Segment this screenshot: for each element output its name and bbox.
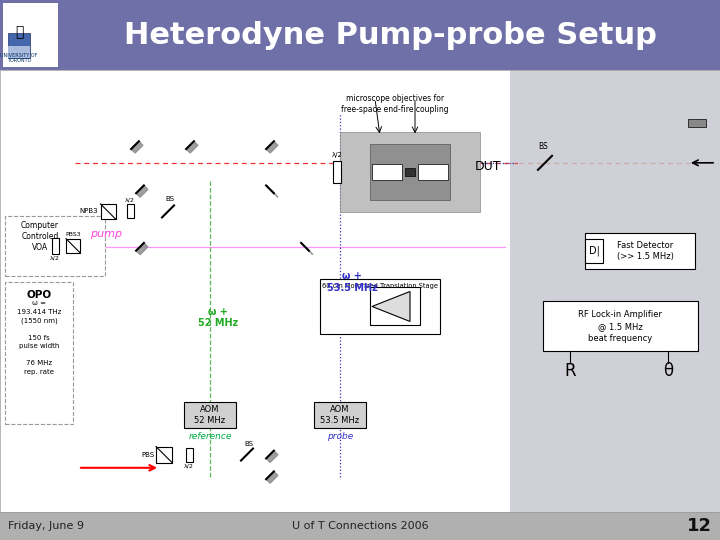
Text: probe: probe [327, 432, 353, 441]
Bar [52, 238, 58, 254]
Bar [5, 282, 73, 423]
Bar [0, 70, 720, 512]
Bar [405, 167, 415, 176]
Text: BS: BS [166, 197, 174, 202]
Text: NPB3: NPB3 [80, 208, 99, 214]
Text: microscope objectives for
free-space end-fire coupling: microscope objectives for free-space end… [341, 94, 449, 114]
Text: RF Lock-in Amplifier
@ 1.5 MHz
beat frequency: RF Lock-in Amplifier @ 1.5 MHz beat freq… [578, 310, 662, 343]
Text: PBS: PBS [141, 451, 154, 457]
Bar [370, 144, 450, 200]
Text: Computer
Controled
VOA: Computer Controled VOA [21, 221, 59, 252]
Bar [585, 239, 603, 263]
Text: λ/2: λ/2 [184, 463, 194, 469]
Bar [340, 132, 480, 212]
Polygon shape [266, 471, 278, 483]
Bar [186, 448, 192, 462]
Text: pump: pump [90, 229, 122, 239]
Bar [0, 0, 720, 70]
Bar [370, 287, 420, 326]
Bar [184, 402, 236, 428]
Bar [688, 119, 706, 127]
Bar [333, 161, 341, 183]
Bar [5, 216, 105, 275]
Text: D|: D| [588, 246, 600, 256]
Bar [8, 46, 30, 58]
Text: PBS3: PBS3 [66, 232, 81, 237]
Polygon shape [301, 243, 313, 255]
Text: 60 cm Motorized Translation Stage: 60 cm Motorized Translation Stage [322, 283, 438, 289]
Text: AOM
53.5 MHz: AOM 53.5 MHz [320, 404, 359, 425]
Polygon shape [131, 141, 143, 153]
Text: U of T Connections 2006: U of T Connections 2006 [292, 521, 428, 531]
Text: reference: reference [189, 432, 232, 441]
Text: BS: BS [538, 142, 548, 151]
Polygon shape [136, 243, 148, 255]
Bar [372, 164, 402, 180]
Text: θ: θ [663, 362, 673, 380]
Text: ω +
52 MHz: ω + 52 MHz [198, 307, 238, 328]
Text: UNIVERSITY OF
TORONTO: UNIVERSITY OF TORONTO [1, 52, 37, 63]
Bar [8, 33, 30, 58]
Bar [156, 447, 172, 463]
Text: BS: BS [245, 441, 253, 447]
Text: ω =
193.414 THz
(1550 nm)

150 fs
pulse width

76 MHz
rep. rate: ω = 193.414 THz (1550 nm) 150 fs pulse w… [17, 300, 61, 375]
Polygon shape [266, 141, 278, 153]
Bar [542, 301, 698, 352]
Text: 🌿: 🌿 [15, 25, 23, 39]
Bar [314, 402, 366, 428]
Polygon shape [266, 185, 278, 197]
Text: 12: 12 [687, 517, 712, 535]
Bar [66, 239, 80, 253]
Bar [101, 204, 115, 219]
Text: ω +
53.5 MHz: ω + 53.5 MHz [327, 272, 377, 293]
Polygon shape [372, 292, 410, 321]
Bar [0, 70, 510, 512]
Text: λ/2: λ/2 [50, 256, 60, 261]
Polygon shape [266, 451, 278, 462]
Bar [418, 164, 448, 180]
Text: R: R [564, 362, 576, 380]
Bar [0, 512, 720, 540]
Text: AOM
52 MHz: AOM 52 MHz [194, 404, 225, 425]
Text: DUT: DUT [475, 160, 502, 173]
Text: OPO: OPO [27, 290, 52, 300]
Bar [585, 233, 695, 269]
Text: Heterodyne Pump-probe Setup: Heterodyne Pump-probe Setup [124, 21, 657, 50]
Text: λ/2: λ/2 [332, 152, 343, 158]
Bar [320, 279, 440, 334]
Polygon shape [186, 141, 198, 153]
Polygon shape [136, 185, 148, 197]
Text: λ/2: λ/2 [125, 198, 135, 202]
Text: Fast Detector
(>> 1.5 MHz): Fast Detector (>> 1.5 MHz) [616, 241, 673, 261]
Text: Friday, June 9: Friday, June 9 [8, 521, 84, 531]
Bar [3, 3, 58, 67]
Bar [510, 70, 720, 512]
Bar [127, 205, 133, 219]
